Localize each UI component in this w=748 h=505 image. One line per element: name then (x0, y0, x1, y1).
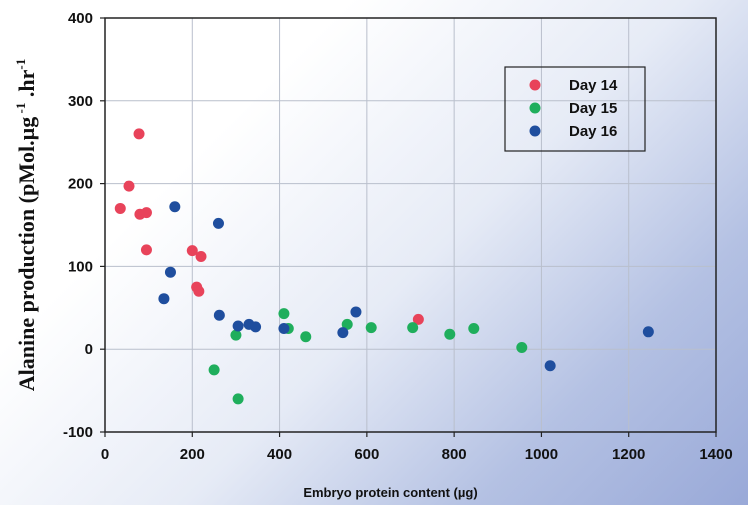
data-point-day-15 (341, 318, 353, 330)
axis-ticks: 0 200 400 600 800 1000 1200 1400 -100 0 100 200 300 4… (63, 10, 733, 463)
legend-label: Day 16 (569, 123, 617, 140)
y-tick-label: -100 (63, 424, 93, 441)
data-point-day-15 (230, 329, 242, 341)
data-point-day-15 (278, 308, 290, 320)
data-point-day-16 (337, 327, 349, 339)
data-point-day-14 (140, 207, 152, 219)
data-point-day-14 (123, 180, 135, 192)
data-point-day-15 (232, 393, 244, 405)
y-tick-label: 0 (85, 341, 93, 358)
legend-label: Day 14 (569, 77, 618, 94)
x-tick-label: 0 (101, 446, 109, 463)
data-point-day-14 (412, 313, 424, 325)
data-point-day-14 (140, 244, 152, 256)
x-tick-label: 1000 (525, 446, 558, 463)
data-point-day-14 (195, 250, 207, 262)
x-tick-label: 1400 (699, 446, 732, 463)
data-point-day-16 (213, 309, 225, 321)
data-points (114, 128, 654, 405)
y-axis-label: Alanine production (pMol.µg -1 .hr-1 (13, 59, 39, 391)
data-point-day-14 (186, 245, 198, 257)
x-tick-label: 1200 (612, 446, 645, 463)
x-tick-label: 600 (354, 446, 379, 463)
legend-marker (529, 79, 541, 91)
data-point-day-16 (544, 360, 556, 372)
legend-marker (529, 125, 541, 137)
y-tick-label: 300 (68, 93, 93, 110)
data-point-day-15 (365, 322, 377, 334)
x-axis-label: Embryo protein content (µg) (303, 485, 477, 500)
data-point-day-15 (516, 342, 528, 354)
data-point-day-16 (642, 326, 654, 338)
legend-marker (529, 102, 541, 114)
data-point-day-16 (278, 323, 290, 334)
data-point-day-15 (407, 322, 419, 334)
data-point-day-14 (133, 128, 145, 140)
data-point-day-16 (232, 320, 244, 332)
data-point-day-16 (169, 201, 181, 213)
data-point-day-16 (158, 293, 170, 305)
data-point-day-16 (212, 217, 224, 229)
data-point-day-15 (208, 364, 220, 376)
y-tick-label: 100 (68, 258, 93, 275)
data-point-day-14 (193, 285, 205, 297)
data-point-day-15 (300, 331, 312, 343)
plot-area-frame (104, 17, 717, 433)
data-point-day-16 (164, 266, 176, 278)
legend: Day 14 Day 15 Day 16 (504, 66, 646, 152)
x-tick-label: 400 (267, 446, 292, 463)
x-tick-label: 200 (180, 446, 205, 463)
legend-label: Day 15 (569, 100, 617, 117)
data-point-day-16 (350, 306, 362, 318)
data-point-day-15 (444, 328, 456, 340)
legend-box (504, 66, 646, 152)
data-point-day-15 (468, 323, 480, 334)
data-point-day-16 (250, 321, 262, 333)
data-point-day-14 (114, 202, 126, 214)
x-tick-label: 800 (442, 446, 467, 463)
y-tick-label: 400 (68, 10, 93, 27)
grid-lines (104, 17, 717, 433)
y-tick-label: 200 (68, 176, 93, 193)
